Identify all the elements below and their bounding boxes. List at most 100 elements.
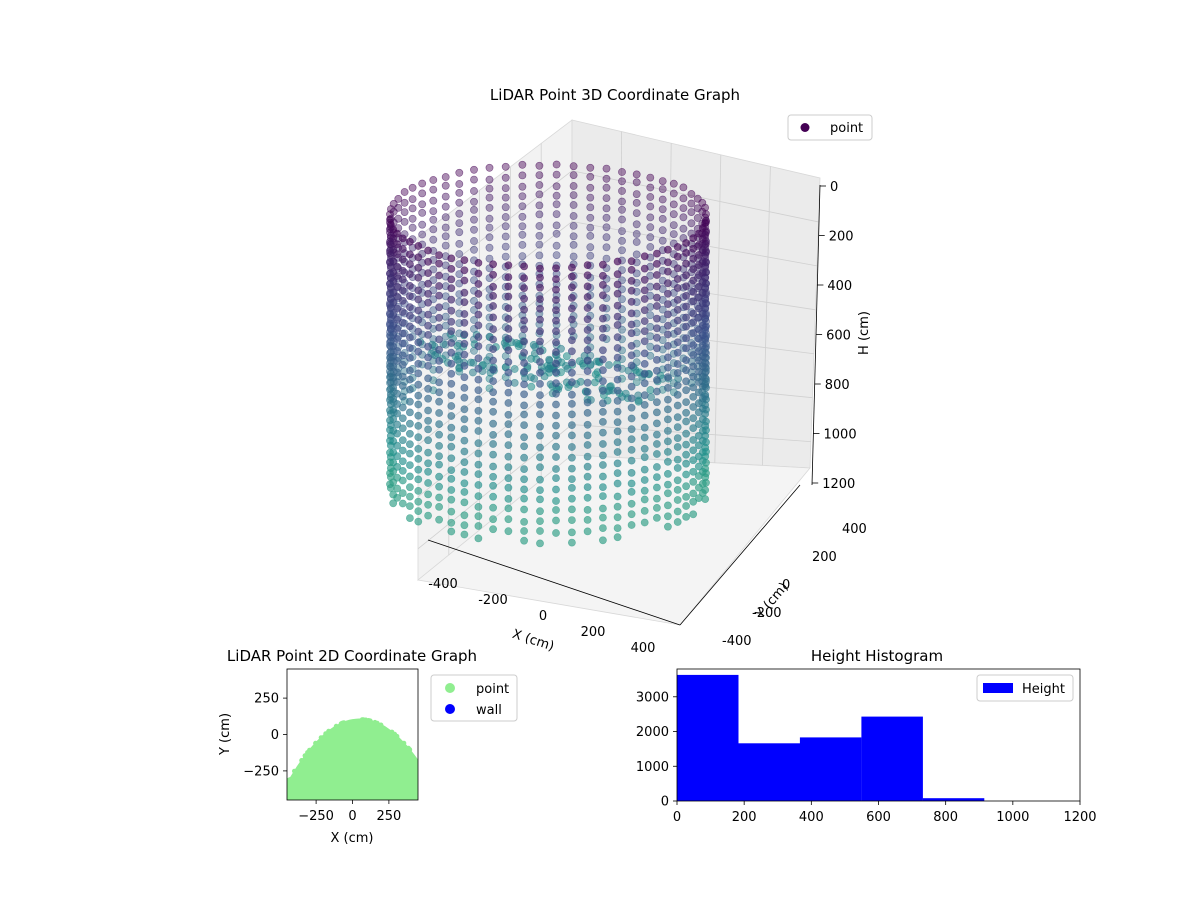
scatter-point-3d <box>599 504 607 513</box>
scatter-point-3d <box>405 449 414 458</box>
scatter-point-3d <box>664 353 672 362</box>
scatter-point-3d <box>501 213 510 221</box>
scatter-point-3d <box>536 400 544 409</box>
scatter-point-3d <box>673 275 682 283</box>
scatter-point-3d <box>613 492 622 501</box>
scatter-point-3d <box>682 450 690 459</box>
scatter-point-3d <box>518 160 527 169</box>
scatter-point-3d <box>414 444 423 453</box>
scatter-point-3d <box>520 475 528 484</box>
scatter-point-3d <box>701 203 709 212</box>
scatter-point-3d <box>435 472 443 481</box>
scatter-point-3d <box>536 463 544 472</box>
scatter-point-3d <box>653 398 661 407</box>
scatter-point-3d <box>455 219 464 227</box>
scatter-point-3d <box>613 524 622 532</box>
scatter-point-3d <box>682 334 690 343</box>
grid-line-left-horizontal <box>417 271 573 394</box>
scatter-point-3d <box>435 291 443 300</box>
scatter-point-3d <box>536 379 544 388</box>
grid-line-back-horizontal <box>571 221 818 267</box>
scatter-point-3d <box>653 473 661 481</box>
scatter-point-3d <box>640 518 649 527</box>
scatter-point-3d <box>441 241 450 250</box>
scatter-point-3d <box>520 348 528 357</box>
z-tick-label-3d: 400 <box>827 279 852 294</box>
hist-bar <box>677 674 739 801</box>
scatter-point-3d <box>435 482 443 491</box>
x-tick-label-2d: 0 <box>348 809 356 824</box>
scatter-point-3d <box>689 244 698 253</box>
scatter-point-3d <box>599 440 607 448</box>
y-tick-label-2d: 250 <box>254 692 279 707</box>
scatter-point-3d <box>447 486 456 494</box>
scatter-point-3d <box>520 494 528 503</box>
scatter-point-3d <box>640 327 649 336</box>
scatter-point-3d <box>405 492 414 501</box>
scatter-point-3d <box>599 280 607 289</box>
scatter-point-3d <box>640 369 649 378</box>
scatter-point-3d <box>504 430 513 439</box>
scatter-point-3d <box>694 452 703 461</box>
x-tick-label-hist: 400 <box>799 810 824 825</box>
scatter-point-3d <box>489 440 497 448</box>
scatter-point-3d <box>673 518 682 526</box>
scatter-point-3d <box>613 333 622 342</box>
scatter-point-3d <box>664 279 672 288</box>
scatter-point-3d <box>673 507 682 516</box>
scatter-point-3d <box>689 276 698 285</box>
scatter-point-3d <box>599 377 607 386</box>
scatter-point-3d <box>682 459 690 468</box>
scatter-point-3d <box>599 417 607 426</box>
scatter-point-3d <box>460 276 469 285</box>
scatter-point-3d <box>470 205 478 214</box>
y-tick-label-3d: 0 <box>782 578 790 593</box>
scatter-point-3d <box>536 358 544 366</box>
scatter-point-3d <box>536 264 544 273</box>
scatter-point-3d <box>435 323 443 332</box>
z-tick-label-3d: 0 <box>830 180 838 195</box>
scatter-point-3d <box>653 259 661 268</box>
scatter-point-3d <box>405 483 414 492</box>
scatter-point-3d <box>470 316 478 324</box>
grid-line-back-vertical <box>714 154 722 463</box>
scatter-point-3d <box>518 192 527 201</box>
scatter-point-3d <box>599 355 607 364</box>
scatter-point-3d <box>664 522 672 531</box>
scatter-point-3d <box>627 265 636 274</box>
scatter-point-3d <box>679 224 688 233</box>
x-tick-label-2d: −250 <box>298 809 334 824</box>
scatter-point-3d <box>568 528 576 537</box>
scatter-point-3d <box>386 237 394 246</box>
scatter-point-3d <box>424 353 432 362</box>
scatter-point-3d <box>489 525 497 534</box>
scatter-point-3d <box>520 433 528 442</box>
scatter-point-3d <box>489 407 497 416</box>
z-tick-label-3d: 1200 <box>822 477 855 492</box>
scatter-point-3d <box>682 259 690 268</box>
scatter-point-3d <box>658 226 667 235</box>
scatter-point-3d <box>435 515 443 524</box>
scatter-point-3d <box>455 168 464 177</box>
scatter-point-3d <box>583 493 592 502</box>
scatter-point-3d <box>664 383 672 392</box>
scatter-point-3d <box>504 504 513 513</box>
scatter-point-3d <box>424 479 432 487</box>
scatter-point-3d <box>640 337 649 346</box>
scatter-point-3d <box>386 269 394 278</box>
scatter-point-3d <box>673 423 682 431</box>
scatter-point-3d <box>669 189 678 198</box>
scatter-point-3d <box>640 295 649 303</box>
scatter-point-3d <box>424 257 432 266</box>
scatter-point-3d <box>485 214 494 223</box>
scatter-point-3d <box>669 221 678 229</box>
scatter-point-3d <box>520 274 528 282</box>
scatter-point-3d <box>504 324 513 333</box>
scatter-point-3d <box>658 177 667 185</box>
scatter-point-3d <box>447 527 456 536</box>
scatter-point-3d <box>398 466 407 475</box>
scatter-point-3d <box>562 361 570 370</box>
scatter-point-3d <box>613 344 622 352</box>
scatter-point-3d <box>640 400 649 409</box>
scatter-point-3d <box>568 378 576 387</box>
